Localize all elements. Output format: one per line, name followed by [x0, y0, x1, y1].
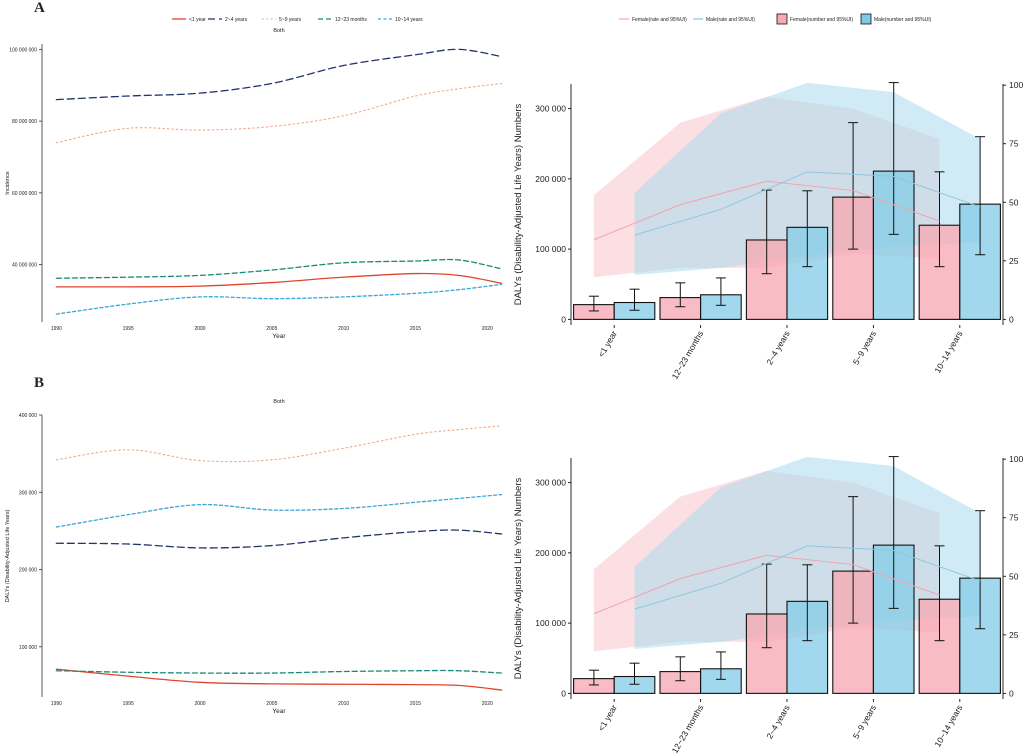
bar-legend-label: Female(number and 95%UI) — [790, 17, 853, 23]
bar-legend-label: Male(rate and 95%UI) — [706, 17, 755, 23]
a-bar-x-tick-label: 2~4 years — [764, 329, 791, 367]
a-line-x-tick-label: 1990 — [51, 326, 62, 332]
line-legend-label: 5~9 years — [279, 17, 302, 23]
a-line-x-tick-label: 2000 — [194, 326, 205, 332]
b-bar-y2-tick-label: 0 — [1009, 688, 1014, 698]
a-line-y-tick-label: 80 000 000 — [12, 119, 37, 125]
a-line-line--1-year — [55, 272, 503, 288]
b-line-x-axis-title: Year — [272, 708, 286, 715]
b-bar-y2-tick-label: 50 — [1009, 571, 1019, 581]
b-bar-x-tick-label: 5~9 years — [851, 703, 878, 741]
a-bar-y-tick-label: 100 000 — [535, 244, 566, 254]
b-line-y-tick-label: 200 000 — [19, 568, 37, 574]
a-line-line-12-23-months — [55, 258, 503, 279]
a-line-line-5-9-years — [55, 82, 503, 144]
b-line-y-tick-label: 400 000 — [19, 413, 37, 419]
a-line-line-2-4-years — [55, 48, 503, 101]
a-bar-y2-tick-label: 50 — [1009, 197, 1019, 207]
b-bar-x-tick-label: <1 year — [596, 703, 619, 733]
a-bar-x-tick-label: 10~14 years — [932, 329, 964, 375]
a-bar-y-tick-label: 300 000 — [535, 104, 566, 114]
a-bar-male-rate-line — [634, 171, 981, 236]
a-bar-bar-female — [832, 196, 874, 320]
b-bar-y-tick-label: 200 000 — [535, 548, 566, 558]
b-bar-x-tick-label: 10~14 years — [932, 703, 964, 749]
line-legend-label: 10~14 years — [395, 17, 423, 23]
line-legend-label: <1 year — [189, 17, 206, 23]
b-line-x-tick-label: 2010 — [338, 701, 349, 707]
b-bar-x-tick-label: 12~23 months — [670, 703, 706, 754]
b-line-x-tick-label: 2020 — [482, 701, 493, 707]
a-line-y-axis-title: Incidence — [5, 171, 11, 195]
panel-label-b: B — [34, 375, 45, 391]
a-bar-y-axis-title: DALYs (Disability-Adjusted Life Years) N… — [513, 103, 524, 305]
b-bar-y2-tick-label: 75 — [1009, 513, 1019, 523]
b-line-line-5-9-years — [55, 425, 503, 463]
a-line-line-10-14-years — [55, 283, 503, 315]
b-line-line-10-14-years — [55, 493, 503, 528]
b-line-y-tick-label: 100 000 — [19, 645, 37, 651]
b-bar-y-tick-label: 100 000 — [535, 618, 566, 628]
a-line-x-tick-label: 2015 — [410, 326, 421, 332]
a-bar-female-rate-line — [593, 180, 940, 241]
panel-label-a: A — [34, 0, 45, 16]
bar-legend-key — [860, 13, 872, 25]
b-bar-x-tick-label: 2~4 years — [764, 703, 791, 741]
line-legend-label: 2~4 years — [225, 17, 248, 23]
b-line-chart-title: Both — [273, 399, 284, 405]
a-line-y-tick-label: 60 000 000 — [12, 191, 37, 197]
a-line-x-tick-label: 2005 — [266, 326, 277, 332]
line-legend-label: 12~23 months — [335, 17, 367, 23]
bar-legend-key — [776, 13, 788, 25]
a-bar-x-tick-label: 12~23 months — [670, 329, 706, 381]
b-bar-y-tick-label: 300 000 — [535, 478, 566, 488]
b-line-x-tick-label: 2000 — [194, 701, 205, 707]
a-line-x-tick-label: 2010 — [338, 326, 349, 332]
a-bar-y2-tick-label: 100 — [1009, 80, 1023, 90]
b-line-line--1-year — [55, 668, 503, 691]
a-bar-x-tick-label: 5~9 years — [851, 329, 878, 367]
b-bar-female-rate-line — [593, 554, 940, 615]
a-bar-y-tick-label: 200 000 — [535, 174, 566, 184]
a-bar-y-tick-label: 0 — [561, 314, 566, 324]
b-line-x-tick-label: 2005 — [266, 701, 277, 707]
b-line-x-tick-label: 1995 — [123, 701, 134, 707]
b-line-x-tick-label: 1990 — [51, 701, 62, 707]
bar-legend-label: Female(rate and 95%UI) — [632, 17, 687, 23]
a-bar-y2-tick-label: 75 — [1009, 139, 1019, 149]
a-line-y-tick-label: 100 000 000 — [9, 47, 37, 53]
b-line-y-tick-label: 300 000 — [19, 490, 37, 496]
b-line-x-tick-label: 2015 — [410, 701, 421, 707]
b-line-y-axis-title: DALYs (Disability-Adjusted Life Years) — [5, 509, 11, 602]
a-line-x-tick-label: 2020 — [482, 326, 493, 332]
b-bar-y2-tick-label: 25 — [1009, 630, 1019, 640]
a-bar-x-tick-label: <1 year — [596, 329, 619, 359]
a-line-chart-title: Both — [273, 28, 284, 34]
b-line-line-2-4-years — [55, 529, 503, 549]
b-bar-y-tick-label: 0 — [561, 688, 566, 698]
a-bar-y2-tick-label: 25 — [1009, 256, 1019, 266]
a-bar-y2-tick-label: 0 — [1009, 314, 1014, 324]
bar-legend-label: Male(number and 95%UI) — [874, 17, 932, 23]
a-line-x-axis-title: Year — [272, 333, 286, 340]
a-line-y-tick-label: 40 000 000 — [12, 263, 37, 269]
b-bar-y-axis-title: DALYs (Disability-Adjusted Life Years) N… — [513, 477, 524, 679]
a-line-x-tick-label: 1995 — [123, 326, 134, 332]
b-line-line-12-23-months — [55, 669, 503, 674]
b-bar-male-rate-line — [634, 545, 981, 610]
b-bar-y2-tick-label: 100 — [1009, 454, 1023, 464]
